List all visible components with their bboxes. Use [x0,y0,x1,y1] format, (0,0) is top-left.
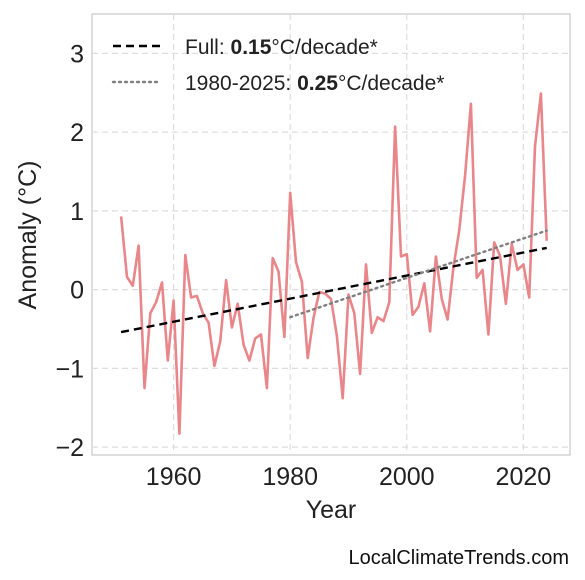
grid-lines [92,14,570,455]
anomaly-series-line [119,92,548,436]
x-tick-label: 1980 [262,463,318,491]
legend-suffix-text: °C/decade* [338,72,444,95]
y-axis-label: Anomaly (°C) [14,161,42,310]
y-tick-label: 1 [70,198,84,226]
y-tick-label: −1 [55,355,84,383]
full-trend-line [120,246,547,334]
x-tick-label: 2020 [496,463,552,491]
legend-suffix-text: °C/decade* [271,36,377,59]
legend-bold-text: 0.25 [297,72,338,95]
tick-labels: 1960 1980 2000 2020 −2 −1 0 1 2 3 [55,40,551,491]
y-tick-label: −2 [55,434,84,462]
legend-prefix-text: 1980-2025: [185,72,297,95]
legend: Full: 0.15°C/decade*1980-2025: 0.25°C/de… [111,36,444,95]
x-tick-label: 2000 [379,463,435,491]
legend-bold-text: 0.15 [231,36,272,59]
plot-area [91,13,571,456]
x-axis-label: Year [306,496,357,524]
y-tick-label: 0 [70,277,84,305]
source-credit: LocalClimateTrends.com [348,547,569,569]
legend-prefix-text: Full: [185,36,231,59]
chart-marks [119,92,548,436]
y-tick-label: 2 [70,119,84,147]
recent-trend-line [289,229,548,319]
x-tick-label: 1960 [146,463,202,491]
legend-entry-label: 1980-2025: 0.25°C/decade* [185,72,444,95]
y-tick-label: 3 [70,40,84,68]
legend-entry-label: Full: 0.15°C/decade* [185,36,378,59]
